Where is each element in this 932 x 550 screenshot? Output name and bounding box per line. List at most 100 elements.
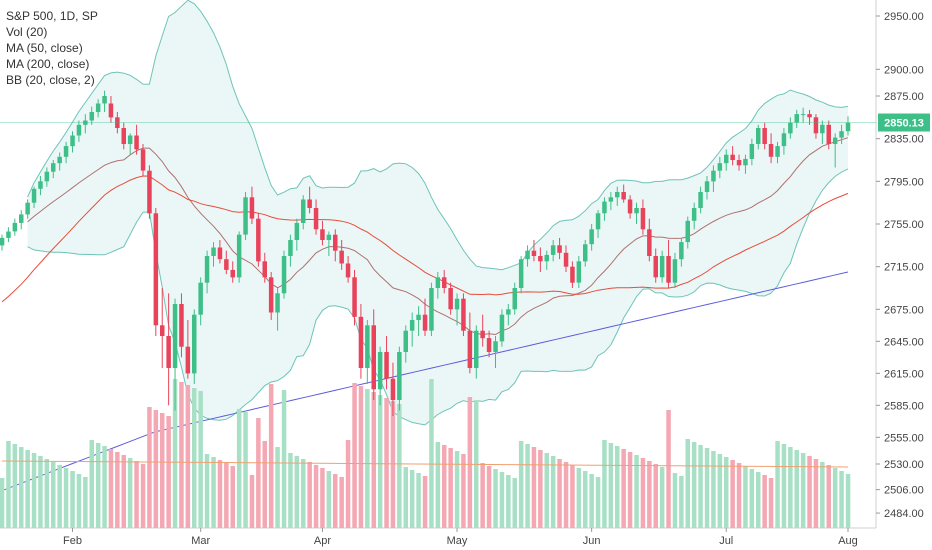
candle-body bbox=[153, 213, 159, 326]
volume-bar bbox=[448, 448, 453, 528]
candle-body bbox=[486, 338, 492, 352]
volume-bar bbox=[659, 467, 665, 528]
candle-body bbox=[525, 250, 530, 260]
bollinger-upper-line bbox=[27, 0, 849, 271]
candle-body bbox=[38, 181, 43, 189]
volume-bar bbox=[461, 454, 466, 528]
candle-body bbox=[198, 282, 203, 315]
volume-bar bbox=[262, 441, 267, 528]
candle-body bbox=[659, 256, 665, 278]
volume-bar bbox=[679, 476, 684, 528]
volume-bar bbox=[647, 461, 652, 528]
candle-body bbox=[102, 96, 107, 104]
volume-bar bbox=[185, 385, 191, 528]
candle-body bbox=[262, 261, 267, 278]
candle-body bbox=[256, 218, 261, 262]
volume-bar bbox=[666, 410, 671, 528]
price-axis-label: 2484.00 bbox=[884, 508, 924, 520]
candle-body bbox=[275, 293, 280, 313]
volume-bar bbox=[570, 465, 575, 528]
volume-bar bbox=[422, 476, 428, 528]
candle-body bbox=[704, 181, 710, 192]
candle-body bbox=[512, 288, 517, 310]
candle-body bbox=[467, 330, 473, 368]
price-axis-label: 2795.00 bbox=[884, 176, 924, 188]
volume-bar bbox=[512, 478, 517, 528]
volume-bar bbox=[506, 475, 511, 528]
candle-body bbox=[147, 170, 152, 214]
volume-bar bbox=[640, 458, 646, 528]
volume-bar bbox=[781, 444, 787, 528]
volume-bar bbox=[717, 454, 723, 528]
candle-body bbox=[749, 144, 755, 159]
volume-bar bbox=[301, 459, 306, 528]
price-axis-label: 2615.00 bbox=[884, 368, 924, 380]
volume-bar bbox=[224, 463, 229, 528]
volume-bar bbox=[153, 410, 159, 528]
candle-body bbox=[89, 112, 94, 121]
candle-body bbox=[775, 146, 780, 157]
volume-bar bbox=[83, 477, 88, 528]
price-axis-label: 2875.00 bbox=[884, 91, 924, 103]
volume-bar bbox=[179, 382, 184, 528]
volume-bar bbox=[557, 459, 562, 528]
candle-body bbox=[653, 256, 658, 278]
legend-ma200: MA (200, close) bbox=[6, 57, 90, 71]
candle-body bbox=[691, 208, 697, 221]
volume-bar bbox=[345, 440, 351, 528]
volume-bar bbox=[320, 468, 325, 528]
candle-body bbox=[397, 352, 402, 400]
price-axis-label: 2506.00 bbox=[884, 485, 924, 497]
volume-bar bbox=[95, 443, 101, 528]
volume-bar bbox=[352, 383, 357, 528]
volume-bar bbox=[147, 407, 152, 528]
volume-bar bbox=[839, 471, 844, 528]
volume-bar bbox=[294, 456, 300, 528]
volume-bar bbox=[711, 451, 716, 528]
candle-body bbox=[217, 247, 223, 260]
volume-bar bbox=[794, 450, 799, 528]
legend-ma50: MA (50, close) bbox=[6, 41, 83, 55]
candle-body bbox=[743, 158, 748, 166]
volume-bar bbox=[192, 388, 197, 528]
candle-body bbox=[429, 288, 434, 331]
candle-body bbox=[345, 263, 351, 278]
candle-body bbox=[480, 330, 485, 339]
volume-bar bbox=[288, 453, 293, 528]
volume-bar bbox=[217, 460, 223, 528]
volume-bar bbox=[268, 384, 274, 528]
candle-body bbox=[44, 171, 50, 182]
candle-body bbox=[268, 277, 274, 313]
volume-bar bbox=[672, 473, 678, 528]
candle-body bbox=[140, 149, 146, 171]
volume-bar bbox=[57, 465, 62, 528]
candle-body bbox=[557, 245, 562, 253]
volume-bar bbox=[230, 466, 235, 528]
candle-body bbox=[499, 314, 505, 342]
candle-body bbox=[672, 259, 678, 283]
candle-body bbox=[442, 277, 447, 288]
volume-bar bbox=[166, 416, 171, 528]
candle-body bbox=[6, 231, 11, 238]
price-axis-label: 2555.00 bbox=[884, 432, 924, 444]
volume-bar bbox=[281, 390, 287, 528]
volume-bar bbox=[313, 465, 319, 528]
candle-body bbox=[95, 103, 101, 112]
volume-bar bbox=[583, 471, 588, 528]
candle-body bbox=[794, 114, 799, 123]
candle-body bbox=[243, 197, 248, 235]
volume-bar bbox=[589, 474, 594, 528]
ma200-line bbox=[1, 271, 849, 492]
time-axis-label: Jun bbox=[583, 535, 601, 547]
candle-body bbox=[12, 222, 18, 232]
volume-bar bbox=[826, 465, 831, 528]
candle-body bbox=[19, 214, 24, 223]
volume-bar bbox=[486, 466, 492, 528]
candle-body bbox=[377, 352, 383, 390]
candle-body bbox=[506, 309, 511, 315]
volume-bar bbox=[89, 440, 94, 528]
volume-bar bbox=[211, 457, 216, 528]
volume-bar bbox=[63, 468, 69, 528]
candle-body bbox=[768, 144, 774, 157]
